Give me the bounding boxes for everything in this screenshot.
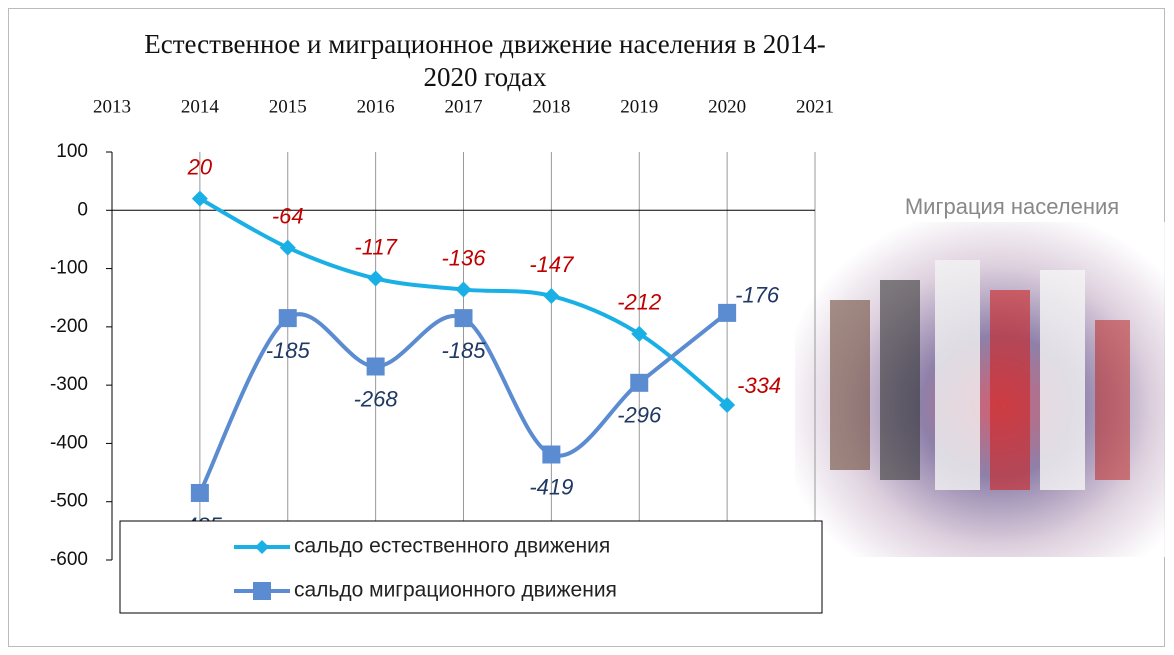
legend-label: сальдо естественного движения <box>294 535 610 558</box>
x-tick-label: 2020 <box>708 96 746 117</box>
data-label: -185 <box>441 338 486 363</box>
y-tick-label: 100 <box>56 141 88 162</box>
y-tick-label: 0 <box>77 199 88 220</box>
image-caption: Миграция населения <box>905 194 1119 219</box>
chart: Миграция населения -600 -500 -400 -300 -200 -… <box>0 0 1174 655</box>
data-label: -136 <box>441 245 486 270</box>
point <box>543 288 559 304</box>
legend-label: сальдо миграционного движения <box>294 579 617 602</box>
x-tick-label: 2019 <box>620 96 658 117</box>
y-tick-label: -100 <box>50 258 88 279</box>
data-label: -212 <box>617 290 661 315</box>
point <box>367 357 385 375</box>
x-tick-label: 2016 <box>357 96 395 117</box>
data-label: -176 <box>735 283 780 308</box>
x-tick-label: 2017 <box>445 96 483 117</box>
data-label: -296 <box>617 403 662 428</box>
y-tick-label: -200 <box>50 316 88 337</box>
photo: Миграция населения <box>795 194 1165 557</box>
point <box>630 374 648 392</box>
point <box>456 282 472 298</box>
y-tick-label: -600 <box>50 549 88 570</box>
data-label: -419 <box>529 474 573 499</box>
data-label: -268 <box>354 386 399 411</box>
x-tick-label: 2018 <box>532 96 570 117</box>
data-label: -117 <box>354 234 397 259</box>
point <box>368 270 384 286</box>
point <box>191 484 209 502</box>
chart-title: Естественное и миграционное движение нас… <box>130 28 840 94</box>
point <box>280 240 296 256</box>
point <box>718 304 736 322</box>
x-tick-label: 2014 <box>181 96 220 117</box>
y-tick-label: -500 <box>50 491 88 512</box>
point <box>542 446 560 464</box>
data-label: -64 <box>272 203 304 228</box>
data-label: -334 <box>737 373 781 398</box>
point <box>279 309 297 327</box>
x-tick-label: 2021 <box>796 96 834 117</box>
point <box>455 309 473 327</box>
point <box>192 191 208 207</box>
legend-marker <box>253 582 271 600</box>
x-tick-label: 2015 <box>269 96 307 117</box>
data-label: -147 <box>529 252 574 277</box>
y-tick-label: -300 <box>50 374 88 395</box>
x-tick-label: 2013 <box>93 96 131 117</box>
y-tick-label: -400 <box>50 432 88 453</box>
data-label: 20 <box>187 154 213 179</box>
data-label: -185 <box>266 338 311 363</box>
